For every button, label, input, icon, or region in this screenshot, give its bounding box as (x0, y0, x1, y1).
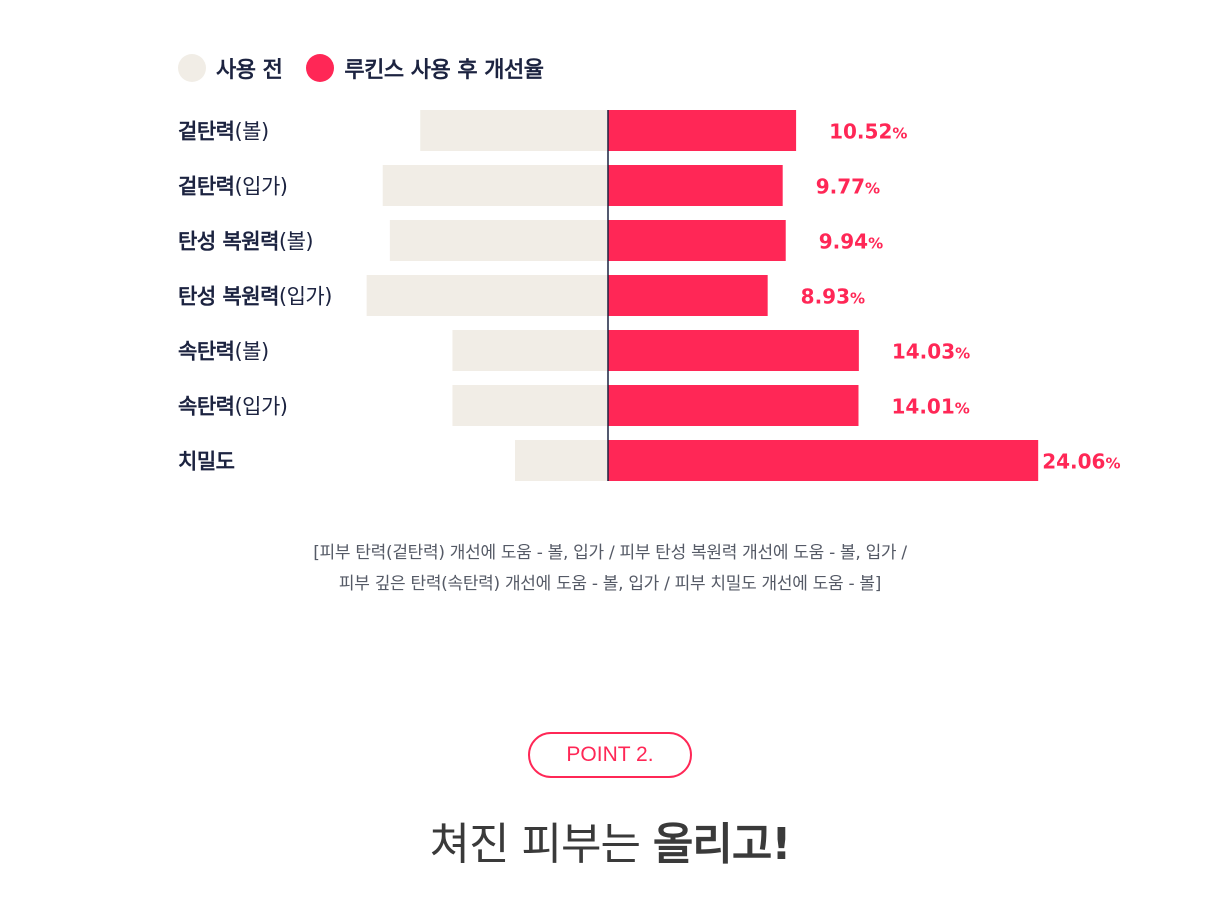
value-label-unit-2: % (868, 235, 883, 253)
bar-after-4 (608, 330, 859, 371)
value-label-number-1: 9.77 (816, 175, 865, 199)
value-label-3: 8.93% (801, 285, 865, 309)
category-label-5: 속탄력(입가) (178, 395, 288, 419)
value-label-number-4: 14.03 (892, 340, 955, 364)
value-label-4: 14.03% (892, 340, 970, 364)
category-label-6: 치밀도 (178, 450, 235, 474)
category-label-main-0: 겉탄력 (178, 120, 234, 144)
value-label-unit-5: % (955, 400, 970, 418)
headline-bold: 올리고! (652, 819, 792, 870)
bar-before-2 (389, 220, 608, 261)
category-label-paren-4: (볼) (234, 340, 268, 364)
bar-after-3 (608, 275, 768, 316)
value-label-number-2: 9.94 (819, 230, 868, 254)
value-label-1: 9.77% (816, 175, 880, 199)
value-label-2: 9.94% (819, 230, 883, 254)
footnote-line-2: 피부 깊은 탄력(속탄력) 개선에 도움 - 볼, 입가 / 피부 치밀도 개선… (338, 574, 882, 594)
category-label-0: 겉탄력(볼) (178, 120, 269, 144)
category-label-main-1: 겉탄력 (178, 175, 234, 199)
bar-after-6 (608, 440, 1039, 481)
category-label-paren-3: (입가) (279, 285, 332, 309)
chart-legend: 사용 전 루킨스 사용 후 개선율 (178, 52, 568, 84)
category-label-main-2: 탄성 복원력 (178, 230, 279, 254)
legend-swatch-after (306, 54, 335, 82)
value-label-unit-0: % (892, 125, 907, 143)
value-label-5: 14.01% (891, 395, 969, 419)
point-badge: POINT 2. (528, 732, 692, 778)
legend-swatch-before (178, 54, 206, 82)
bar-before-1 (382, 165, 608, 206)
value-label-0: 10.52% (829, 120, 907, 144)
bar-before-3 (366, 275, 608, 316)
category-label-main-4: 속탄력 (178, 340, 234, 364)
category-label-paren-1: (입가) (234, 175, 287, 199)
footnote-line-1: [피부 탄력(겉탄력) 개선에 도움 - 볼, 입가 / 피부 탄성 복원력 개… (313, 543, 907, 563)
legend-label-before: 사용 전 (216, 58, 283, 83)
value-label-unit-4: % (955, 345, 970, 363)
category-label-main-5: 속탄력 (178, 395, 234, 419)
value-label-number-6: 24.06 (1042, 450, 1105, 474)
category-label-main-6: 치밀도 (178, 450, 235, 474)
bar-before-6 (515, 440, 608, 481)
bar-after-5 (608, 385, 859, 426)
bar-before-0 (420, 110, 608, 151)
value-label-number-3: 8.93 (801, 285, 850, 309)
bar-after-1 (608, 165, 783, 206)
value-label-number-5: 14.01 (891, 395, 954, 419)
bar-after-2 (608, 220, 786, 261)
legend-item-after: 루킨스 사용 후 개선율 (306, 52, 544, 84)
category-label-2: 탄성 복원력(볼) (178, 230, 313, 254)
value-label-unit-3: % (850, 290, 865, 308)
value-label-6: 24.06% (1042, 450, 1120, 474)
headline-light: 쳐진 피부는 (429, 819, 653, 870)
category-label-main-3: 탄성 복원력 (178, 285, 279, 309)
bar-before-4 (452, 330, 608, 371)
bar-chart: 겉탄력(볼) 10.52%겉탄력(입가) 9.77%탄성 복원력(볼) 9.94%탄성… (178, 110, 1120, 481)
bar-after-0 (608, 110, 797, 151)
value-label-unit-1: % (865, 180, 880, 198)
bar-before-5 (452, 385, 608, 426)
category-label-3: 탄성 복원력(입가) (178, 285, 332, 309)
category-label-1: 겉탄력(입가) (178, 175, 288, 199)
category-label-paren-2: (볼) (279, 230, 313, 254)
category-label-paren-0: (볼) (234, 120, 268, 144)
legend-label-after: 루킨스 사용 후 개선율 (344, 58, 544, 83)
value-label-number-0: 10.52 (829, 120, 892, 144)
headline: 쳐진 피부는 올리고! (0, 808, 1220, 872)
category-label-4: 속탄력(볼) (178, 340, 269, 364)
legend-item-before: 사용 전 (178, 52, 283, 84)
value-label-unit-6: % (1105, 455, 1120, 473)
category-label-paren-5: (입가) (234, 395, 287, 419)
